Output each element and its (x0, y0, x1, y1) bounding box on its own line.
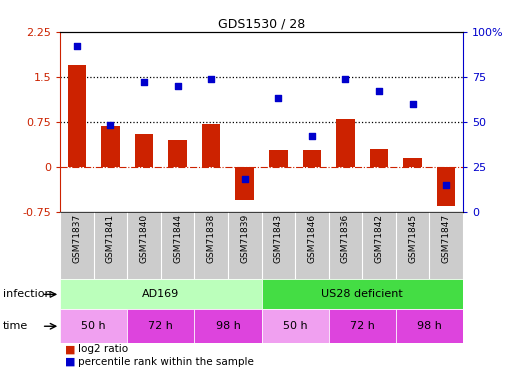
Bar (303, 150, 321, 167)
Point (308, 133, 316, 139)
Text: GSM71839: GSM71839 (240, 214, 249, 263)
Bar (127, 309, 195, 343)
Bar (437, 167, 456, 206)
Point (73, 43, 81, 49)
Bar (262, 309, 328, 343)
Bar (60, 212, 94, 279)
Bar (127, 212, 161, 279)
Bar (235, 167, 254, 200)
Text: percentile rank within the sample: percentile rank within the sample (78, 357, 254, 367)
Bar (336, 119, 355, 167)
Bar (168, 140, 187, 167)
Point (241, 177, 249, 183)
Text: 72 h: 72 h (149, 321, 173, 331)
Bar (67, 65, 86, 167)
Bar (202, 124, 220, 167)
Text: ■: ■ (65, 345, 76, 354)
Point (174, 83, 182, 89)
Text: 98 h: 98 h (417, 321, 442, 331)
Bar (94, 212, 127, 279)
Text: US28 deficient: US28 deficient (321, 290, 403, 299)
Bar (228, 212, 262, 279)
Point (408, 101, 417, 107)
Point (375, 88, 383, 94)
Bar (161, 212, 195, 279)
Bar (262, 212, 295, 279)
Text: GSM71842: GSM71842 (374, 214, 383, 263)
Bar (60, 309, 127, 343)
Bar (328, 309, 396, 343)
Bar (396, 212, 429, 279)
Text: GSM71843: GSM71843 (274, 214, 283, 263)
Bar (195, 212, 228, 279)
Bar (60, 279, 262, 309)
Bar (403, 158, 422, 167)
Text: ■: ■ (65, 357, 76, 367)
Bar (429, 212, 463, 279)
Text: AD169: AD169 (142, 290, 179, 299)
Point (140, 79, 148, 85)
Text: GSM71845: GSM71845 (408, 214, 417, 263)
Text: GSM71837: GSM71837 (72, 214, 82, 263)
Bar (362, 212, 396, 279)
Bar (195, 309, 262, 343)
Point (207, 76, 215, 82)
Text: 50 h: 50 h (82, 321, 106, 331)
Bar (262, 279, 463, 309)
Text: GSM71841: GSM71841 (106, 214, 115, 263)
Text: log2 ratio: log2 ratio (78, 345, 129, 354)
Bar (101, 126, 120, 167)
Text: GSM71838: GSM71838 (207, 214, 215, 263)
Point (274, 96, 282, 102)
Text: GSM71846: GSM71846 (308, 214, 316, 263)
Text: 50 h: 50 h (283, 321, 308, 331)
Bar (295, 212, 328, 279)
Text: GSM71836: GSM71836 (341, 214, 350, 263)
Bar (370, 149, 388, 167)
Bar (135, 134, 153, 167)
Bar (328, 212, 362, 279)
Text: time: time (3, 321, 28, 331)
Text: GSM71840: GSM71840 (140, 214, 149, 263)
Text: GSM71844: GSM71844 (173, 214, 182, 263)
Bar (269, 150, 288, 167)
Point (106, 123, 115, 129)
Text: GSM71847: GSM71847 (441, 214, 451, 263)
Bar (396, 309, 463, 343)
Point (341, 76, 349, 82)
Text: infection: infection (3, 290, 51, 299)
Point (442, 182, 450, 188)
Title: GDS1530 / 28: GDS1530 / 28 (218, 18, 305, 31)
Text: 72 h: 72 h (350, 321, 374, 331)
Text: 98 h: 98 h (215, 321, 241, 331)
